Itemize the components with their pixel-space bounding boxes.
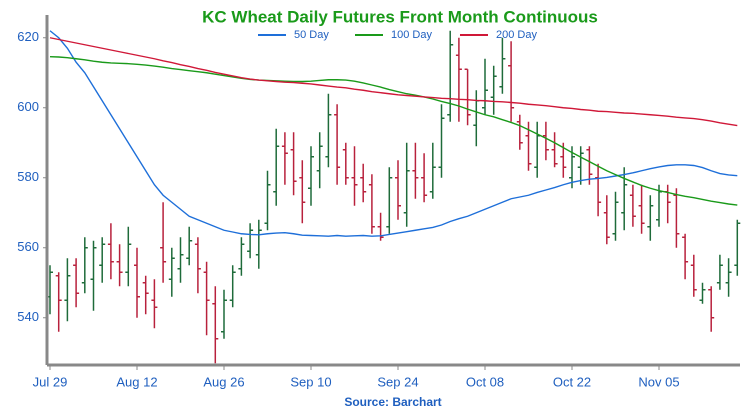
ohlc-bar <box>273 128 280 206</box>
y-tick-label: 540 <box>17 309 39 324</box>
legend-label: 50 Day <box>294 29 329 41</box>
ohlc-bar <box>734 219 741 276</box>
moving-average-line <box>49 37 738 127</box>
ohlc-bar <box>586 146 593 185</box>
ohlc-bar <box>73 258 80 308</box>
ohlc-bar <box>412 142 419 199</box>
ohlc-bar <box>499 37 506 94</box>
x-tick-label: Sep 10 <box>290 374 331 389</box>
ohlc-bar <box>682 233 689 280</box>
ohlc-bar <box>725 258 732 297</box>
ohlc-bar <box>168 247 175 297</box>
ohlc-bar <box>429 142 436 199</box>
ohlc-bar <box>247 223 254 259</box>
ohlc-bar <box>221 289 227 339</box>
ohlc-bar <box>316 132 323 189</box>
ohlc-bar <box>447 30 454 122</box>
ohlc-bar <box>438 104 445 178</box>
ohlc-bar <box>186 226 193 266</box>
ohlc-bar <box>534 121 541 178</box>
ohlc-bar <box>90 240 97 311</box>
ohlc-bar <box>560 142 567 178</box>
source: Source: Barchart <box>344 395 441 409</box>
ohlc-bar <box>81 237 88 294</box>
ohlc-bar <box>621 167 628 231</box>
x-tick-label: Oct 08 <box>466 374 504 389</box>
legend-label: 100 Day <box>391 29 432 41</box>
ohlc-bar <box>386 167 393 234</box>
ohlc-bar <box>281 132 288 185</box>
ohlc-bar <box>716 254 723 290</box>
x-tick-label: Sep 24 <box>377 374 418 389</box>
ohlc-bar <box>368 174 375 234</box>
ohlc-bar <box>290 132 297 196</box>
ohlc-bar <box>542 121 549 161</box>
ohlc-bar <box>612 191 619 241</box>
y-tick-label: 600 <box>17 99 39 114</box>
ohlc-bar <box>255 219 262 269</box>
ohlc-bar <box>212 286 219 364</box>
ohlc-bar <box>308 146 314 206</box>
ohlc-bar <box>125 226 132 287</box>
ohlc-bar <box>664 184 671 224</box>
ohlc-bar <box>142 275 149 315</box>
ohlc-bar <box>334 104 341 185</box>
ohlc-bar <box>647 195 654 241</box>
y-tick-label: 560 <box>17 239 39 254</box>
ohlc-bar <box>516 114 523 150</box>
ohlc-bar <box>708 286 715 332</box>
ohlc-bar <box>508 41 515 122</box>
ohlc-bar <box>395 160 401 220</box>
ohlc-bar <box>134 247 140 318</box>
ohlc-bar <box>482 58 488 115</box>
ohlc-bar <box>116 244 123 287</box>
ohlc-bar <box>455 37 462 122</box>
ohlc-bar <box>160 202 167 283</box>
ohlc-bar <box>229 265 236 308</box>
ohlc-bar <box>177 237 184 283</box>
ohlc-bar <box>55 272 62 332</box>
ohlc-bar <box>325 93 332 168</box>
ohlc-bar <box>264 170 271 231</box>
moving-average-line <box>49 55 738 206</box>
ohlc-bar <box>299 160 306 224</box>
ohlc-bar <box>194 237 201 294</box>
ohlc-bar <box>690 254 697 297</box>
ohlc-bar <box>699 282 706 304</box>
ohlc-bar <box>203 261 210 336</box>
ohlc-bar <box>403 142 410 227</box>
ohlc-bar <box>551 132 558 168</box>
y-tick-label: 580 <box>17 169 39 184</box>
ohlc-bar <box>360 163 367 203</box>
ohlc-bar <box>351 146 358 206</box>
ohlc-bar <box>673 188 680 248</box>
ohlc-bar <box>490 65 497 115</box>
y-tick-label: 620 <box>17 29 39 44</box>
ohlc-bar <box>464 68 471 126</box>
ohlc-bar <box>238 237 245 276</box>
chart-title: KC Wheat Daily Futures Front Month Conti… <box>202 7 598 26</box>
ohlc-bar <box>595 163 602 217</box>
legend-label: 200 Day <box>496 29 537 41</box>
ohlc-bar <box>629 184 636 227</box>
x-tick-label: Aug 12 <box>116 374 157 389</box>
ohlc-bar <box>473 90 480 147</box>
ohlc-bar <box>99 237 106 283</box>
ohlc-bar <box>342 142 349 185</box>
ohlc-bar <box>421 153 428 203</box>
moving-average-line <box>49 30 738 237</box>
x-tick-label: Oct 22 <box>553 374 591 389</box>
x-tick-label: Aug 26 <box>203 374 244 389</box>
ohlc-bar <box>64 258 71 322</box>
x-tick-label: Jul 29 <box>33 374 68 389</box>
ohlc-bar <box>603 195 610 245</box>
x-tick-label: Nov 05 <box>638 374 679 389</box>
ohlc-bar <box>151 279 158 329</box>
ohlc-bar <box>107 223 114 280</box>
ohlc-bar <box>577 146 584 185</box>
ohlc-bar <box>638 184 645 234</box>
